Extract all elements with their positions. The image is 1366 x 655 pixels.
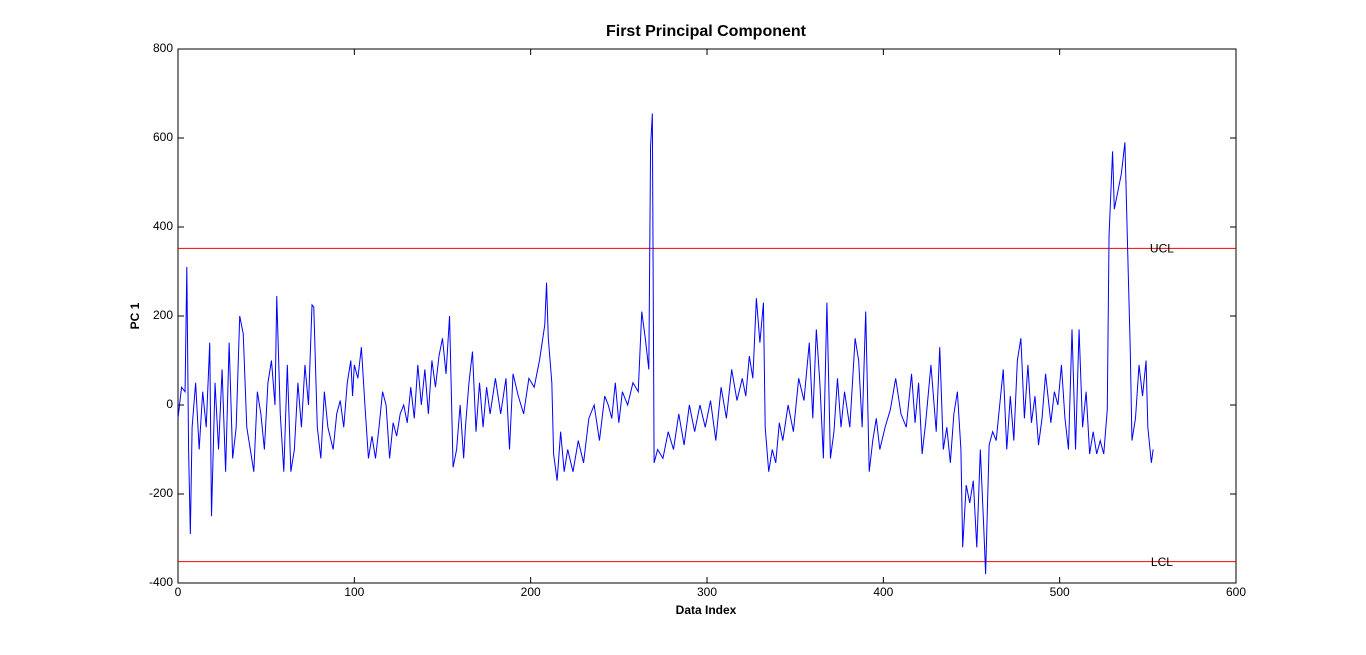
y-tick-label: 200: [153, 308, 173, 322]
control-limit-label: LCL: [1151, 555, 1173, 569]
y-tick-label: 400: [153, 219, 173, 233]
y-tick-label: -200: [149, 486, 173, 500]
x-axis-label: Data Index: [676, 603, 737, 617]
x-tick-label: 500: [1050, 585, 1070, 599]
x-tick-label: 100: [344, 585, 364, 599]
y-tick-label: 0: [166, 397, 173, 411]
control-limit-label: UCL: [1150, 242, 1174, 256]
x-tick-label: 600: [1226, 585, 1246, 599]
y-axis-label: PC 1: [128, 302, 142, 329]
data-line: [177, 113, 1154, 575]
plot-area: [177, 48, 1237, 584]
y-tick-label: 800: [153, 41, 173, 55]
chart-title: First Principal Component: [606, 23, 807, 40]
y-tick-label: -400: [149, 575, 173, 589]
x-tick-label: 300: [697, 585, 717, 599]
x-tick-label: 0: [175, 585, 182, 599]
x-tick-label: 400: [873, 585, 893, 599]
y-tick-label: 600: [153, 130, 173, 144]
x-tick-label: 200: [521, 585, 541, 599]
